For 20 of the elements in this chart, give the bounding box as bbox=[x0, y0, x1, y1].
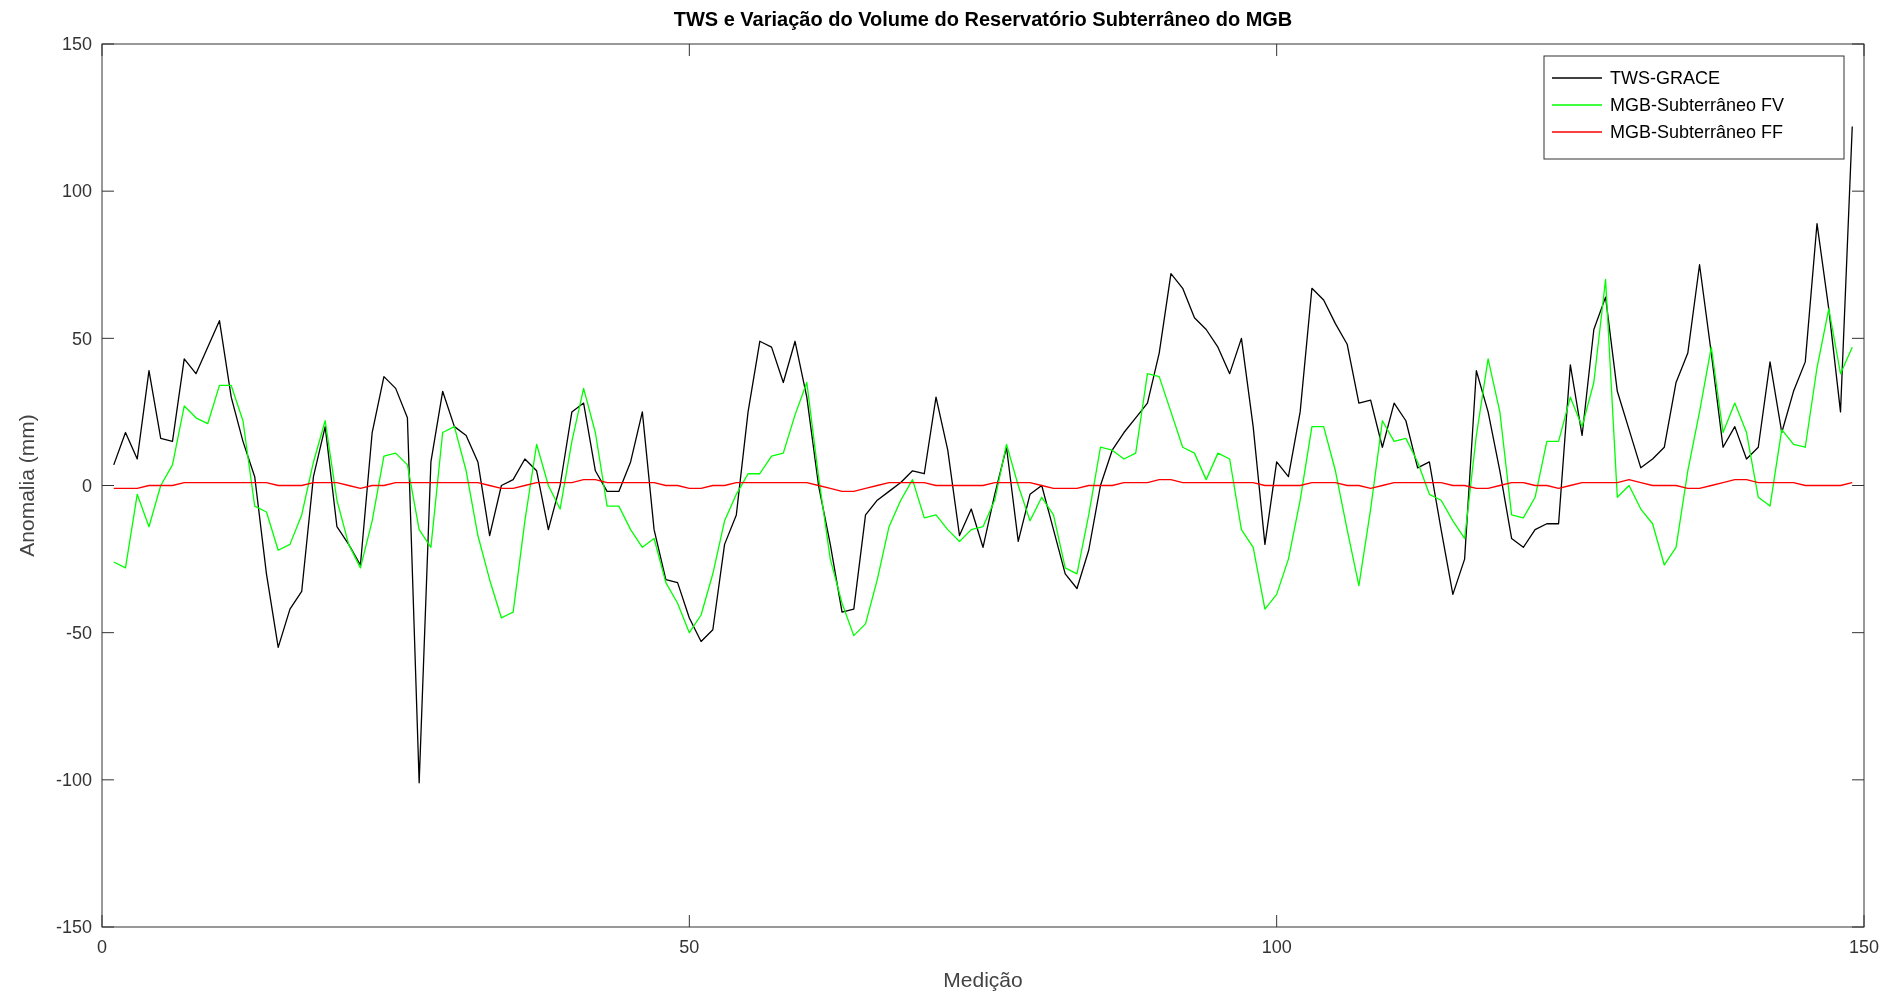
y-tick-label: -100 bbox=[55, 770, 92, 791]
y-axis-title: Anomalia (mm) bbox=[15, 414, 38, 557]
legend-label: MGB-Subterrâneo FV bbox=[1610, 95, 1785, 116]
legend-label: TWS-GRACE bbox=[1610, 68, 1720, 89]
line-series bbox=[113, 278, 1853, 637]
x-axis-title: Medição bbox=[943, 968, 1023, 991]
y-tick-label: 150 bbox=[61, 34, 92, 55]
y-tick-label: 100 bbox=[61, 181, 92, 202]
y-tick-label: 0 bbox=[81, 475, 92, 496]
line-series bbox=[113, 125, 1853, 784]
chart-title: TWS e Variação do Volume do Reservatório Subterrâneo do MGB bbox=[673, 8, 1293, 30]
y-tick-label: -150 bbox=[55, 917, 92, 938]
legend-label: MGB-Subterrâneo FF bbox=[1610, 122, 1784, 143]
x-tick-label: 0 bbox=[96, 937, 108, 957]
y-tick-label: -50 bbox=[65, 622, 92, 643]
x-tick-label: 150 bbox=[1848, 937, 1880, 957]
y-tick-label: 50 bbox=[71, 328, 92, 349]
x-tick-label: 50 bbox=[679, 937, 700, 957]
line-series bbox=[113, 478, 1853, 493]
x-tick-label: 100 bbox=[1261, 937, 1292, 957]
